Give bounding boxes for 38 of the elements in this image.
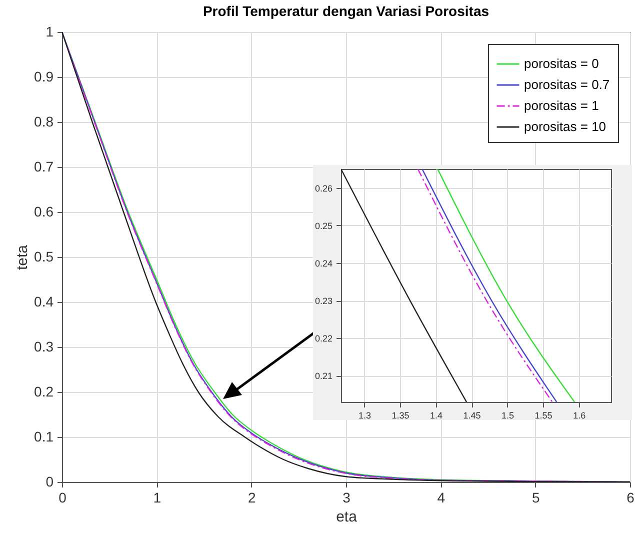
y-tick-label: 0.22 bbox=[314, 334, 332, 344]
legend-label: porositas = 1 bbox=[524, 98, 599, 113]
x-tick-label: 0 bbox=[58, 490, 67, 506]
y-tick-label: 0.8 bbox=[34, 114, 54, 130]
y-tick-label: 0.6 bbox=[34, 204, 54, 220]
x-tick-label: 1.35 bbox=[392, 410, 410, 420]
x-tick-label: 1.3 bbox=[358, 410, 372, 420]
x-tick-label: 1.45 bbox=[463, 410, 481, 420]
legend-label: porositas = 0 bbox=[524, 56, 599, 71]
x-tick-label: 1.55 bbox=[534, 410, 552, 420]
x-tick-label: 3 bbox=[342, 490, 351, 506]
x-tick-label: 5 bbox=[532, 490, 540, 506]
y-tick-label: 1 bbox=[46, 24, 54, 40]
x-tick-label: 6 bbox=[626, 490, 635, 506]
y-tick-label: 0.24 bbox=[314, 258, 332, 268]
y-tick-label: 0.4 bbox=[34, 294, 54, 310]
y-tick-label: 0.9 bbox=[34, 68, 54, 84]
y-tick-label: 0 bbox=[46, 474, 54, 490]
x-tick-label: 1.6 bbox=[573, 410, 586, 420]
y-tick-label: 0.5 bbox=[34, 248, 54, 264]
chart-title: Profil Temperatur dengan Variasi Porositas bbox=[202, 3, 490, 19]
y-axis-title: teta bbox=[14, 244, 32, 270]
y-tick-label: 0.1 bbox=[34, 428, 54, 444]
x-tick-label: 1.4 bbox=[430, 410, 443, 420]
y-tick-label: 0.7 bbox=[34, 158, 54, 174]
x-tick-label: 1 bbox=[153, 490, 162, 506]
legend-label: porositas = 0.7 bbox=[524, 77, 610, 92]
y-tick-label: 0.21 bbox=[314, 371, 332, 382]
legend-label: porositas = 10 bbox=[524, 119, 606, 134]
x-tick-label: 2 bbox=[248, 490, 256, 506]
y-tick-label: 0.25 bbox=[314, 220, 332, 231]
y-tick-label: 0.3 bbox=[34, 338, 54, 354]
y-tick-label: 0.26 bbox=[314, 183, 332, 194]
x-axis-title: eta bbox=[336, 508, 358, 526]
x-tick-label: 4 bbox=[437, 490, 446, 506]
y-tick-label: 0.2 bbox=[34, 384, 54, 400]
y-tick-label: 0.23 bbox=[314, 296, 332, 306]
x-tick-label: 1.5 bbox=[502, 410, 514, 420]
